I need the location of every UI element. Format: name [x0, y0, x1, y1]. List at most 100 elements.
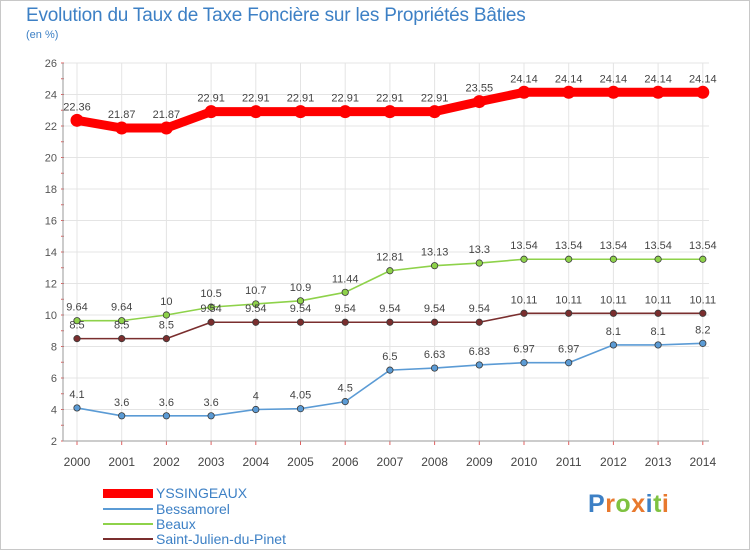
legend-swatch [103, 523, 153, 525]
x-tick-label: 2009 [466, 455, 493, 469]
data-label: 13.54 [689, 240, 717, 252]
legend-label: Beaux [156, 516, 196, 532]
data-point [252, 318, 260, 326]
x-tick-label: 2010 [511, 455, 538, 469]
data-label: 10.7 [245, 285, 266, 297]
data-label: 6.5 [382, 351, 397, 363]
data-point [296, 318, 305, 326]
data-label: 23.55 [466, 83, 494, 95]
data-label: 9.54 [290, 303, 311, 315]
data-point [159, 121, 173, 135]
data-label: 10.11 [511, 294, 538, 306]
data-point [296, 297, 305, 305]
data-point [207, 318, 215, 326]
data-label: 6.97 [558, 344, 579, 356]
data-point [252, 300, 260, 308]
data-label: 8.5 [159, 320, 174, 332]
legend-label: Saint-Julien-du-Pinet [156, 531, 286, 547]
data-point [73, 317, 81, 325]
data-point [118, 412, 126, 420]
data-label: 9.64 [66, 302, 87, 314]
data-label: 21.87 [153, 109, 181, 121]
data-point [517, 85, 531, 99]
data-point [699, 309, 707, 317]
data-point [118, 335, 126, 343]
data-label: 6.97 [513, 344, 534, 356]
x-tick-label: 2011 [556, 455, 582, 469]
data-label: 10.11 [555, 294, 582, 306]
logo-letter: t [653, 490, 662, 518]
data-label: 8.1 [606, 326, 621, 338]
legend-label: Bessamorel [156, 501, 230, 517]
x-tick-label: 2014 [689, 455, 716, 469]
data-point [207, 303, 215, 311]
data-label: 3.6 [159, 397, 174, 409]
data-label: 10.5 [200, 288, 221, 300]
y-tick-label: 14 [45, 247, 57, 259]
legend-swatch [103, 488, 153, 498]
data-label: 13.13 [421, 247, 449, 259]
data-point [73, 335, 81, 343]
x-tick-label: 2006 [332, 455, 359, 469]
data-label: 24.14 [600, 73, 628, 85]
data-point [565, 255, 573, 263]
logo-letter: i [661, 490, 670, 518]
data-point [383, 105, 397, 119]
data-label: 9.54 [469, 303, 490, 315]
data-label: 3.6 [203, 397, 218, 409]
legend-item: Saint-Julien-du-Pinet [103, 531, 286, 547]
legend-swatch [103, 538, 153, 540]
data-point [475, 259, 483, 267]
x-tick-label: 2008 [421, 455, 448, 469]
data-label: 8.2 [695, 324, 710, 336]
logo-letter: o [615, 490, 632, 518]
logo-letter: i [645, 490, 654, 518]
y-tick-label: 10 [45, 310, 57, 322]
data-label: 13.3 [469, 244, 490, 256]
data-point [118, 317, 126, 325]
data-point [520, 255, 528, 263]
data-label: 22.36 [63, 101, 91, 113]
x-tick-label: 2003 [198, 455, 225, 469]
data-point [520, 309, 528, 317]
data-label: 10.11 [645, 294, 672, 306]
data-label: 21.87 [108, 109, 136, 121]
x-tick-label: 2002 [153, 455, 180, 469]
data-point [386, 366, 394, 374]
data-label: 13.54 [510, 240, 538, 252]
x-tick-label: 2004 [242, 455, 269, 469]
data-point [609, 255, 618, 263]
data-point [294, 105, 307, 119]
y-tick-label: 16 [45, 216, 57, 228]
data-labels: 22.36 21.87 21.87 22.91 22.91 22.91 22.91 22.91… [63, 73, 716, 409]
data-label: 9.54 [200, 303, 221, 315]
y-tick-label: 12 [45, 279, 57, 291]
x-tick-label: 2012 [600, 455, 627, 469]
data-label: 9.54 [245, 303, 266, 315]
legend-label: YSSINGEAUX [156, 485, 248, 501]
data-label: 10.9 [290, 282, 311, 294]
data-point [115, 121, 129, 135]
data-point [296, 405, 305, 413]
data-point [207, 412, 215, 420]
data-label: 13.54 [600, 240, 628, 252]
data-label: 4 [253, 391, 259, 403]
data-label: 4.05 [290, 390, 311, 402]
data-point [249, 105, 263, 119]
data-label: 8.1 [650, 326, 665, 338]
data-label: 24.14 [510, 73, 538, 85]
data-label: 4.5 [338, 383, 353, 395]
data-point [338, 105, 352, 119]
data-point [696, 85, 710, 99]
data-label: 10 [160, 296, 172, 308]
data-label: 4.1 [69, 389, 84, 401]
data-label: 9.54 [334, 303, 355, 315]
data-point [651, 85, 665, 99]
series-lines [70, 85, 710, 420]
chart-title: Evolution du Taux de Taxe Foncière sur l… [26, 5, 526, 26]
y-tick-label: 22 [45, 121, 57, 133]
data-point [341, 288, 349, 296]
data-point [428, 105, 442, 119]
